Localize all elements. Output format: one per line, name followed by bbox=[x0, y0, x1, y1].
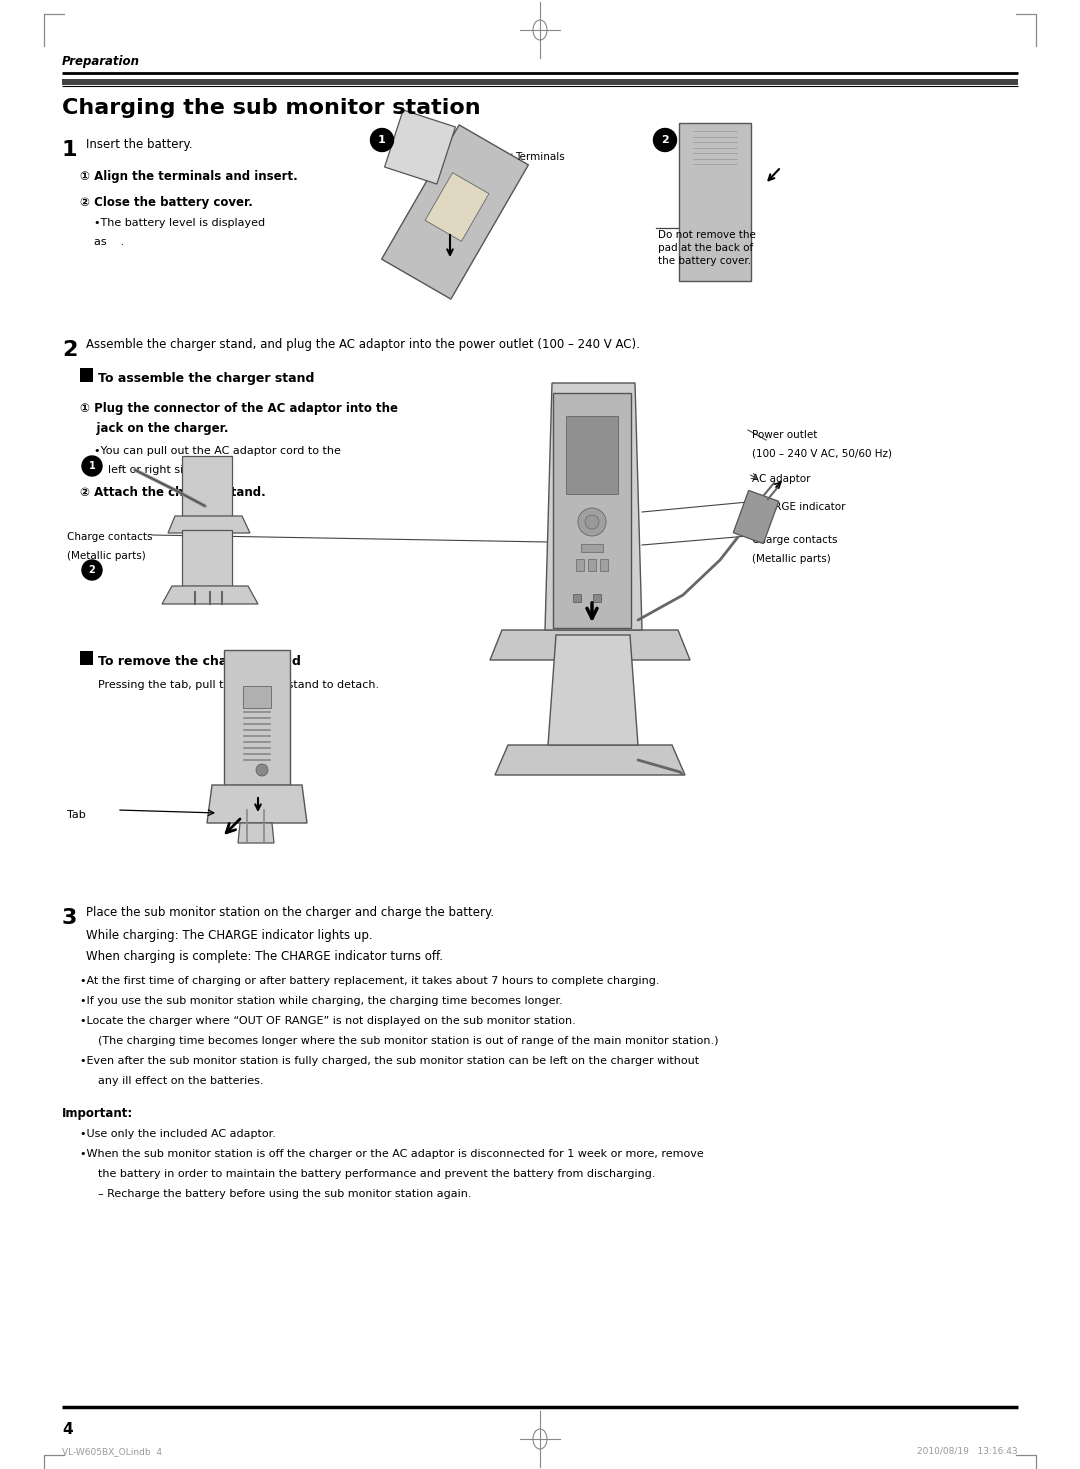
Text: Assemble the charger stand, and plug the AC adaptor into the power outlet (100 –: Assemble the charger stand, and plug the… bbox=[86, 338, 639, 351]
Text: 2010/08/19   13:16:43: 2010/08/19 13:16:43 bbox=[917, 1447, 1018, 1456]
Polygon shape bbox=[581, 544, 603, 552]
Polygon shape bbox=[576, 560, 584, 571]
Polygon shape bbox=[495, 745, 685, 776]
Circle shape bbox=[82, 560, 102, 580]
Circle shape bbox=[585, 516, 599, 529]
Polygon shape bbox=[545, 383, 642, 630]
Text: •Even after the sub monitor station is fully charged, the sub monitor station ca: •Even after the sub monitor station is f… bbox=[80, 1056, 699, 1066]
Polygon shape bbox=[207, 784, 307, 823]
Text: CHARGE indicator: CHARGE indicator bbox=[752, 502, 846, 513]
Polygon shape bbox=[679, 123, 751, 281]
Text: (Metallic parts): (Metallic parts) bbox=[67, 551, 146, 561]
Text: as    .: as . bbox=[94, 237, 124, 247]
Polygon shape bbox=[162, 586, 258, 604]
Text: Important:: Important: bbox=[62, 1108, 133, 1119]
Text: To assemble the charger stand: To assemble the charger stand bbox=[98, 372, 314, 385]
Text: ① Plug the connector of the AC adaptor into the: ① Plug the connector of the AC adaptor i… bbox=[80, 403, 399, 416]
Text: •At the first time of charging or after battery replacement, it takes about 7 ho: •At the first time of charging or after … bbox=[80, 975, 660, 986]
Text: Do not remove the
pad at the back of
the battery cover.: Do not remove the pad at the back of the… bbox=[658, 231, 756, 266]
Text: Power outlet: Power outlet bbox=[752, 430, 818, 441]
Circle shape bbox=[578, 508, 606, 536]
Text: – Recharge the battery before using the sub monitor station again.: – Recharge the battery before using the … bbox=[98, 1188, 472, 1199]
Polygon shape bbox=[168, 516, 249, 533]
Polygon shape bbox=[183, 455, 232, 516]
FancyBboxPatch shape bbox=[80, 369, 93, 382]
Text: 2: 2 bbox=[62, 339, 78, 360]
Circle shape bbox=[82, 455, 102, 476]
Text: 3: 3 bbox=[62, 908, 78, 928]
Text: To remove the charger stand: To remove the charger stand bbox=[98, 655, 301, 668]
Text: Insert the battery.: Insert the battery. bbox=[86, 138, 192, 151]
Polygon shape bbox=[426, 173, 489, 241]
Polygon shape bbox=[243, 686, 271, 708]
Circle shape bbox=[370, 128, 393, 151]
Polygon shape bbox=[224, 649, 291, 784]
FancyBboxPatch shape bbox=[62, 78, 1018, 85]
Text: left or right side.: left or right side. bbox=[94, 466, 201, 474]
Polygon shape bbox=[183, 530, 232, 586]
Text: ② Close the battery cover.: ② Close the battery cover. bbox=[80, 195, 253, 209]
Circle shape bbox=[653, 128, 676, 151]
Text: (Metallic parts): (Metallic parts) bbox=[752, 554, 831, 564]
Polygon shape bbox=[490, 630, 690, 660]
Polygon shape bbox=[238, 823, 274, 843]
Polygon shape bbox=[553, 392, 631, 627]
Polygon shape bbox=[733, 491, 779, 544]
Polygon shape bbox=[573, 593, 581, 602]
Text: ① Align the terminals and insert.: ① Align the terminals and insert. bbox=[80, 170, 298, 184]
Text: the battery in order to maintain the battery performance and prevent the battery: the battery in order to maintain the bat… bbox=[98, 1169, 656, 1180]
Text: Preparation: Preparation bbox=[62, 54, 140, 68]
Polygon shape bbox=[548, 635, 638, 745]
Text: •If you use the sub monitor station while charging, the charging time becomes lo: •If you use the sub monitor station whil… bbox=[80, 996, 563, 1006]
Text: Charge contacts: Charge contacts bbox=[67, 532, 152, 542]
Text: Charge contacts: Charge contacts bbox=[752, 535, 837, 545]
Polygon shape bbox=[381, 125, 528, 300]
Polygon shape bbox=[593, 593, 600, 602]
Text: Terminals: Terminals bbox=[515, 151, 565, 162]
Text: While charging: The CHARGE indicator lights up.: While charging: The CHARGE indicator lig… bbox=[86, 928, 373, 942]
Polygon shape bbox=[566, 416, 618, 494]
Text: •Locate the charger where “OUT OF RANGE” is not displayed on the sub monitor sta: •Locate the charger where “OUT OF RANGE”… bbox=[80, 1017, 576, 1025]
Text: (100 – 240 V AC, 50/60 Hz): (100 – 240 V AC, 50/60 Hz) bbox=[752, 450, 892, 458]
Polygon shape bbox=[588, 560, 596, 571]
Text: ② Attach the charger stand.: ② Attach the charger stand. bbox=[80, 486, 266, 499]
Circle shape bbox=[256, 764, 268, 776]
FancyBboxPatch shape bbox=[80, 651, 93, 665]
Text: •The battery level is displayed: •The battery level is displayed bbox=[94, 217, 265, 228]
Text: (The charging time becomes longer where the sub monitor station is out of range : (The charging time becomes longer where … bbox=[98, 1036, 718, 1046]
Text: Pressing the tab, pull the charger stand to detach.: Pressing the tab, pull the charger stand… bbox=[98, 680, 379, 690]
Text: •You can pull out the AC adaptor cord to the: •You can pull out the AC adaptor cord to… bbox=[94, 447, 341, 455]
Text: jack on the charger.: jack on the charger. bbox=[80, 422, 229, 435]
Text: 2: 2 bbox=[661, 135, 669, 145]
Text: •When the sub monitor station is off the charger or the AC adaptor is disconnect: •When the sub monitor station is off the… bbox=[80, 1149, 704, 1159]
Polygon shape bbox=[600, 560, 608, 571]
Text: Tab: Tab bbox=[67, 809, 85, 820]
Text: Place the sub monitor station on the charger and charge the battery.: Place the sub monitor station on the cha… bbox=[86, 906, 495, 920]
Text: •Use only the included AC adaptor.: •Use only the included AC adaptor. bbox=[80, 1130, 275, 1138]
Text: Charging the sub monitor station: Charging the sub monitor station bbox=[62, 98, 481, 118]
Text: 2: 2 bbox=[89, 566, 95, 574]
Text: When charging is complete: The CHARGE indicator turns off.: When charging is complete: The CHARGE in… bbox=[86, 950, 443, 964]
Text: 1: 1 bbox=[378, 135, 386, 145]
Text: AC adaptor: AC adaptor bbox=[752, 474, 810, 483]
Polygon shape bbox=[384, 110, 456, 184]
Text: 4: 4 bbox=[62, 1422, 72, 1437]
Text: VL-W605BX_OLindb  4: VL-W605BX_OLindb 4 bbox=[62, 1447, 162, 1456]
Text: 1: 1 bbox=[89, 461, 95, 472]
Text: any ill effect on the batteries.: any ill effect on the batteries. bbox=[98, 1075, 264, 1086]
Text: 1: 1 bbox=[62, 140, 78, 160]
